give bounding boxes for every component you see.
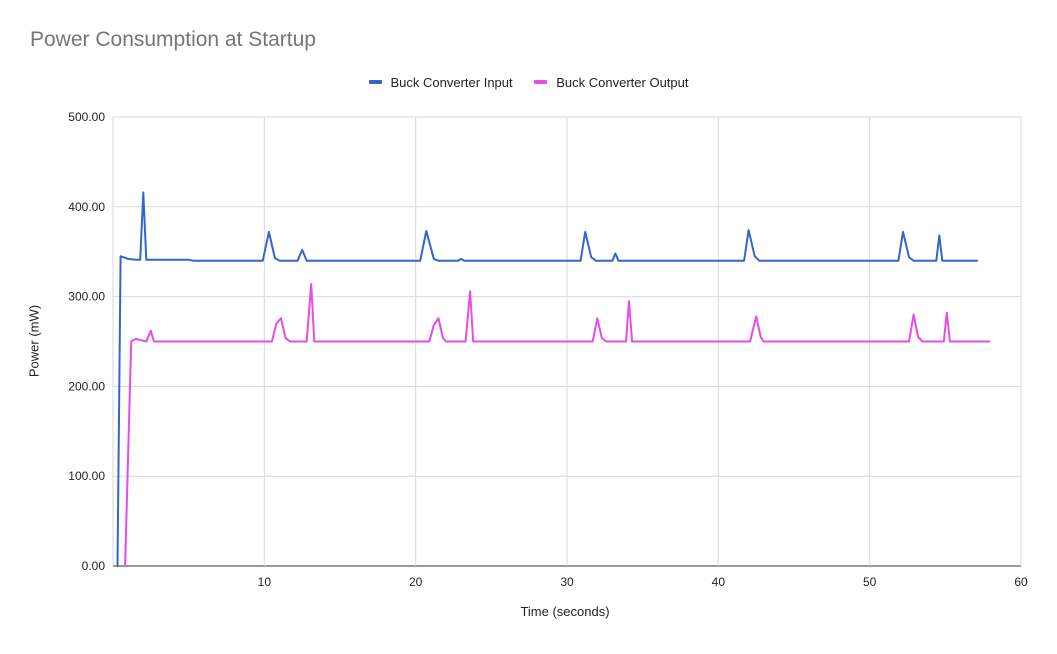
legend-item-input: Buck Converter Input [368,74,513,90]
legend: Buck Converter Input Buck Converter Outp… [0,72,1057,90]
x-axis-title: Time (seconds) [520,604,610,619]
x-tick-label: 60 [1014,575,1028,589]
x-tick-label: 30 [560,575,574,589]
legend-item-output: Buck Converter Output [534,75,688,90]
legend-swatch-input [368,80,382,84]
y-tick-label: 0.00 [82,559,106,573]
y-tick-label: 100.00 [68,469,105,483]
x-tick-label: 40 [712,575,726,589]
y-tick-label: 200.00 [68,379,105,393]
y-tick-label: 400.00 [68,200,105,214]
legend-swatch-output [534,80,548,84]
legend-label-output: Buck Converter Output [556,74,689,90]
y-tick-label: 500.00 [68,110,105,124]
series-line-buck-converter-input [116,191,979,567]
y-tick-label: 300.00 [68,290,105,304]
legend-label-input: Buck Converter Input [390,74,513,90]
series-line-buck-converter-output [124,283,991,567]
x-tick-label: 50 [863,575,877,589]
x-tick-label: 10 [258,575,272,589]
y-axis-title: Power (mW) [26,304,42,378]
chart-title: Power Consumption at Startup [30,28,316,51]
x-tick-label: 20 [409,575,423,589]
